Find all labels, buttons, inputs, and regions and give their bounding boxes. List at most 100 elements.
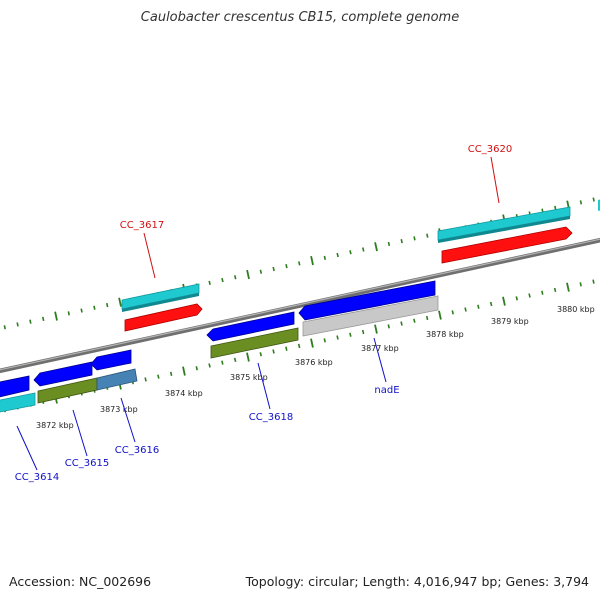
lower-tick-44 — [553, 287, 557, 293]
label-cc3618[interactable]: CC_3618 — [249, 412, 293, 423]
lower-tick-41 — [515, 296, 518, 301]
tick-label-3874: 3874 kbp — [165, 389, 203, 398]
lower-tick-30 — [374, 324, 378, 334]
upper-tick-34 — [426, 233, 429, 238]
upper-tick-20 — [246, 269, 250, 280]
lower-tick-23 — [285, 346, 288, 351]
topology-text: Topology: circular; Length: 4,016,947 bp… — [245, 574, 589, 589]
upper-tick-27 — [336, 252, 339, 258]
label-nade[interactable]: nadE — [374, 385, 399, 396]
trna-cc3618[interactable] — [210, 327, 299, 359]
leader-cc3616 — [120, 397, 136, 443]
label-cc3617[interactable]: CC_3617 — [120, 220, 164, 231]
lower-tick-29 — [361, 329, 365, 335]
upper-tick-25 — [310, 256, 314, 266]
map-title: Caulobacter crescentus CB15, complete ge… — [140, 10, 460, 25]
tick-label-3879: 3879 kbp — [491, 317, 529, 326]
cds-cc3614[interactable] — [0, 375, 30, 398]
label-cc3615[interactable]: CC_3615 — [65, 458, 109, 469]
upper-tick-4 — [42, 316, 45, 322]
upper-tick-47 — [592, 197, 595, 202]
forward-features — [121, 199, 600, 332]
leader-cc3620 — [490, 156, 500, 204]
lower-tick-36 — [451, 310, 454, 315]
lower-tick-14 — [169, 371, 173, 376]
lower-tick-40 — [502, 296, 506, 306]
upper-tick-17 — [208, 280, 211, 285]
upper-tick-44 — [554, 205, 557, 210]
upper-tick-28 — [349, 250, 352, 255]
tick-label-3878: 3878 kbp — [426, 330, 464, 339]
lower-tick-38 — [477, 304, 480, 309]
upper-tick-21 — [259, 269, 263, 274]
label-cc3620[interactable]: CC_3620 — [468, 144, 512, 155]
gene-cc3620-shadow — [438, 216, 570, 243]
lower-tick-42 — [528, 293, 531, 298]
tick-label-3876: 3876 kbp — [295, 358, 333, 367]
lower-tick-19 — [233, 357, 237, 362]
gene-labels: CC_3617 CC_3620 CC_3614 CC_3615 CC_3616 … — [15, 144, 512, 483]
lower-tick-28 — [349, 332, 352, 337]
upper-tick-23 — [285, 264, 288, 269]
misc-cc3616[interactable] — [96, 368, 138, 391]
lower-tick-43 — [541, 290, 544, 295]
upper-tick-5 — [54, 311, 58, 321]
lower-tick-21 — [259, 352, 262, 357]
lower-tick-16 — [195, 366, 198, 371]
tick-labels: 3872 kbp 3873 kbp 3874 kbp 3875 kbp 3876… — [36, 305, 595, 430]
rrna-cc3620[interactable] — [441, 226, 573, 264]
cds-cc3616[interactable] — [90, 349, 132, 371]
leader-cc3614 — [16, 425, 38, 471]
upper-tick-31 — [387, 241, 391, 247]
lower-tick-33 — [413, 318, 416, 323]
tick-label-3873: 3873 kbp — [100, 405, 138, 414]
upper-tick-32 — [400, 239, 403, 244]
leader-nade — [373, 337, 387, 383]
lower-tick-17 — [208, 363, 211, 368]
lower-tick-46 — [579, 282, 582, 287]
lower-tick-26 — [323, 338, 326, 343]
tick-label-3875: 3875 kbp — [230, 373, 268, 382]
upper-tick-30 — [374, 242, 378, 252]
leader-cc3618 — [257, 362, 271, 410]
reverse-features — [0, 280, 439, 413]
upper-tick-2 — [16, 322, 19, 327]
upper-tick-46 — [579, 200, 583, 205]
lower-tick-34 — [425, 315, 429, 321]
lower-tick-25 — [310, 338, 314, 348]
lower-tick-13 — [157, 374, 160, 379]
leader-cc3617 — [143, 232, 156, 279]
label-cc3614[interactable]: CC_3614 — [15, 472, 59, 483]
leader-cc3615 — [72, 409, 88, 457]
gene-cc3614[interactable] — [0, 392, 36, 413]
cds-cc3615[interactable] — [33, 361, 93, 387]
lower-tick-45 — [566, 282, 570, 292]
lower-tick-32 — [400, 321, 403, 326]
label-cc3616[interactable]: CC_3616 — [115, 445, 159, 456]
upper-tick-8 — [93, 305, 96, 310]
upper-tick-7 — [80, 308, 83, 313]
lower-tick-35 — [438, 310, 442, 320]
rrna-cc3617[interactable] — [124, 303, 203, 332]
upper-tick-1 — [3, 325, 6, 330]
gene-cc3617-shadow — [122, 293, 199, 312]
accession-text: Accession: NC_002696 — [9, 574, 152, 589]
upper-tick-24 — [298, 261, 301, 266]
lower-tick-47 — [592, 279, 595, 284]
upper-tick-33 — [413, 236, 416, 241]
lower-tick-31 — [387, 324, 390, 329]
lower-tick-39 — [489, 301, 493, 307]
lower-tick-row — [3, 279, 595, 413]
upper-tick-26 — [323, 255, 327, 260]
upper-tick-9 — [106, 302, 109, 308]
upper-tick-6 — [67, 311, 70, 316]
lower-tick-12 — [144, 377, 147, 382]
cds-nade[interactable] — [298, 280, 436, 321]
genome-backbone — [0, 237, 600, 374]
upper-tick-19 — [234, 275, 237, 280]
upper-tick-10 — [118, 297, 122, 307]
cds-cc3618[interactable] — [206, 311, 295, 342]
label-leaders — [16, 156, 500, 471]
cds-nade-dim[interactable] — [302, 295, 439, 337]
